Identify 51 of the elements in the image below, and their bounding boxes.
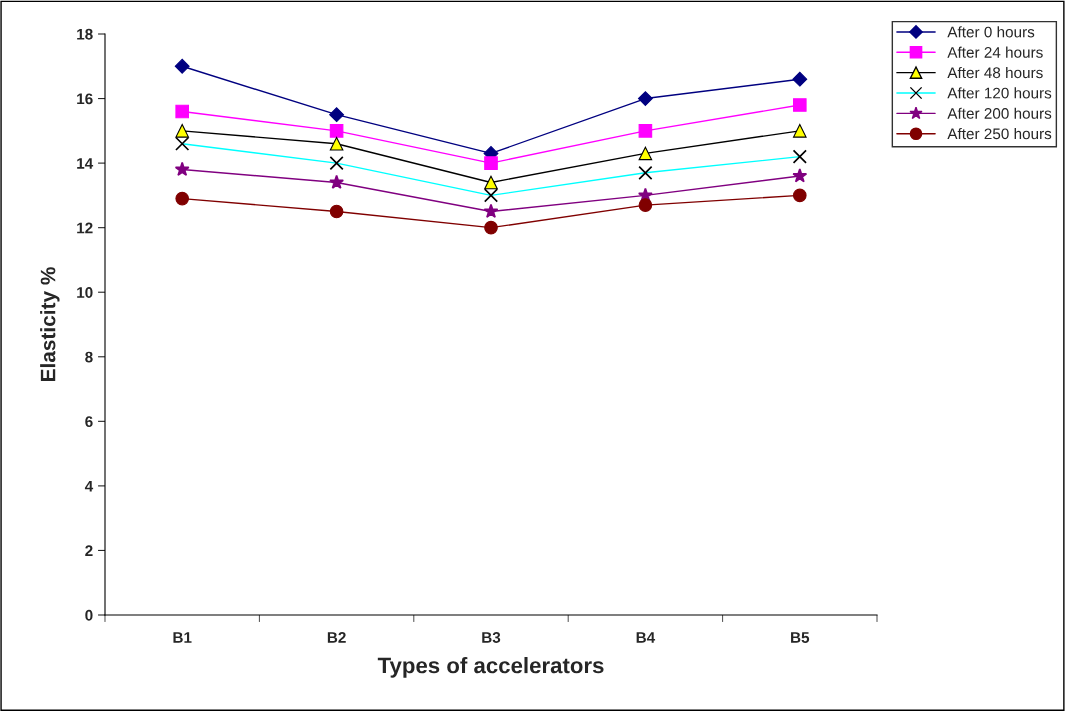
legend-label: After 250 hours: [947, 127, 1052, 140]
x-axis-title: Types of accelerators: [377, 657, 604, 678]
x-tick-label: B1: [173, 632, 192, 643]
point: [792, 71, 808, 87]
point: [638, 165, 653, 180]
point: [792, 188, 807, 203]
point: [638, 124, 653, 138]
y-tick-label: 18: [77, 28, 93, 40]
legend-label: After 48 hours: [947, 66, 1043, 79]
point: [174, 58, 190, 74]
point: [638, 198, 653, 212]
x-tick-label: B4: [636, 632, 656, 643]
point: [175, 136, 190, 151]
y-tick-label: 4: [84, 480, 94, 492]
point: [792, 168, 808, 183]
point: [329, 204, 344, 219]
y-tick-label: 2: [85, 545, 93, 556]
y-tick-label: 14: [77, 158, 94, 169]
point: [792, 149, 807, 164]
point: [329, 107, 345, 123]
point: [329, 174, 345, 189]
point: [484, 175, 498, 190]
legend-label: After 24 hours: [947, 46, 1043, 58]
point: [175, 124, 190, 138]
x-tick-label: B3: [482, 632, 501, 643]
point: [637, 91, 653, 106]
point: [175, 191, 190, 206]
legend-label: After 120 hours: [947, 87, 1052, 99]
x-tick-label: B5: [791, 632, 810, 643]
point: [484, 156, 498, 170]
y-tick-label: 12: [77, 222, 93, 234]
y-tick-label: 0: [85, 609, 93, 621]
legend-label: After 0 hours: [947, 26, 1035, 38]
point: [329, 136, 344, 151]
point: [792, 124, 807, 138]
point: [329, 124, 344, 138]
y-tick-label: 10: [77, 287, 93, 298]
point: [484, 220, 498, 235]
y-tick-label: 16: [77, 93, 93, 105]
point: [638, 146, 653, 161]
y-axis-title: Elasticity %: [40, 267, 60, 381]
point: [174, 161, 190, 177]
x-tick-label: B2: [327, 632, 346, 643]
point: [483, 203, 499, 218]
y-tick-label: 6: [85, 416, 93, 428]
legend-label: After 200 hours: [947, 107, 1052, 119]
y-tick-label: 8: [85, 351, 93, 363]
point: [792, 98, 807, 112]
point: [329, 156, 344, 171]
point: [483, 188, 499, 203]
point: [175, 104, 190, 119]
